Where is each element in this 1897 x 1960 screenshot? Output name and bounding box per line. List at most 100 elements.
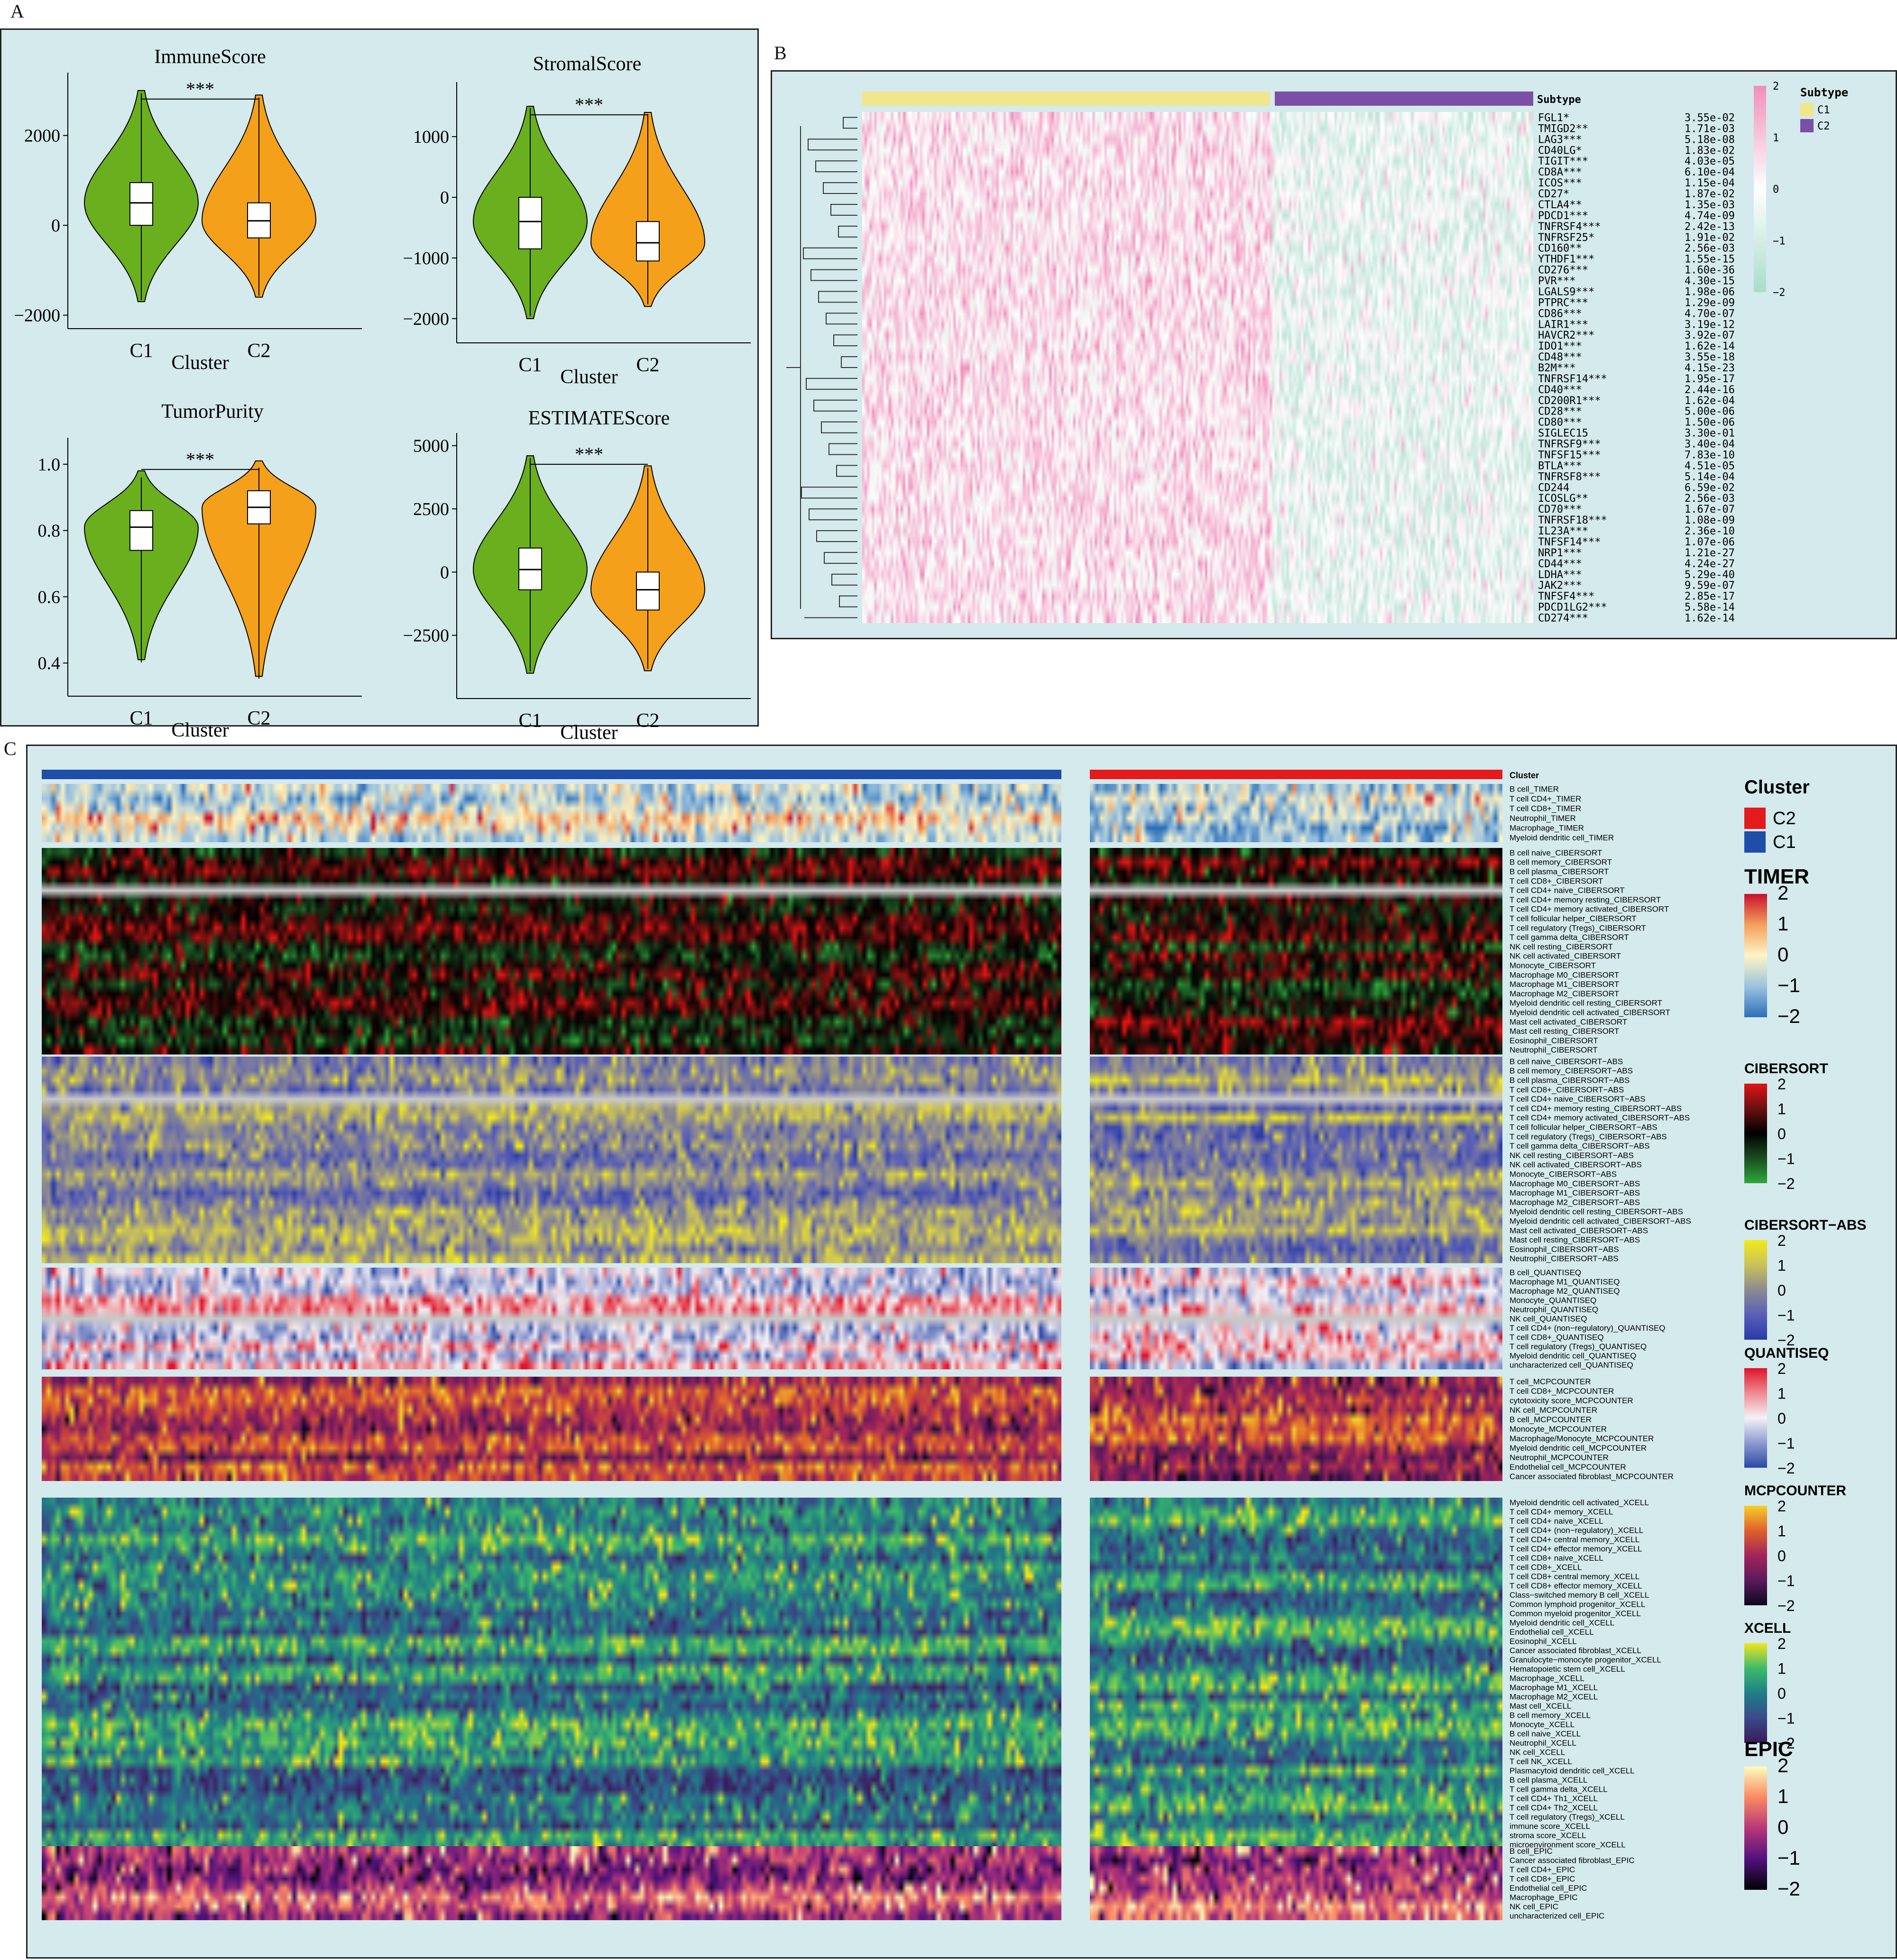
row-label: T cell CD4+ memory activated_CIBERSORT−A… (1510, 1113, 1690, 1123)
dendrogram-branch (824, 552, 857, 564)
dendrogram-branch (830, 203, 857, 216)
p-value: 2.56e-03 (1685, 493, 1735, 505)
gene-label: PDCD1*** (1538, 210, 1588, 222)
row-label: Common myeloid progenitor_XCELL (1510, 1609, 1641, 1618)
x-axis-label: Cluster (560, 722, 617, 744)
row-label: B cell naive_CIBERSORT (1510, 848, 1602, 857)
legend-title: CIBERSORT (1744, 1061, 1828, 1077)
row-label: Eosinophil_CIBERSORT (1510, 1036, 1598, 1045)
violin-title: ESTIMATEScore (528, 407, 670, 429)
row-label: Macrophage M2_QUANTISEQ (1510, 1287, 1620, 1296)
color-scale-bar (1744, 1084, 1767, 1183)
p-value: 4.51e-05 (1685, 460, 1735, 472)
row-label: NK cell resting_CIBERSORT (1510, 942, 1613, 951)
x-tick-label: C2 (247, 708, 270, 729)
heatmap-cells-c2 (1090, 1057, 1502, 1263)
gene-label: IL23A*** (1538, 525, 1588, 537)
p-value: 5.14e-04 (1685, 471, 1735, 483)
row-label: B cell naive_CIBERSORT−ABS (1510, 1057, 1623, 1066)
heatmap-cells-c2 (1090, 1268, 1502, 1370)
row-label: Endothelial cell_EPIC (1510, 1884, 1587, 1893)
color-tick: 0 (1777, 943, 1788, 966)
row-label: Monocyte_MCPCOUNTER (1510, 1425, 1607, 1434)
gene-label: CD200R1*** (1538, 395, 1601, 407)
p-value: 5.18e-08 (1685, 134, 1735, 146)
gene-label: BTLA*** (1538, 460, 1582, 472)
row-label: B cell memory_CIBERSORT (1510, 858, 1612, 867)
x-tick-label: C2 (247, 340, 270, 362)
legend-label: C1 (1817, 104, 1830, 116)
row-label: Monocyte_XCELL (1510, 1720, 1575, 1729)
gene-label: CTLA4** (1538, 199, 1582, 211)
row-label: Macrophage/Monocyte_MCPCOUNTER (1510, 1434, 1654, 1443)
row-label: cytotoxicity score_MCPCOUNTER (1510, 1396, 1633, 1405)
row-label: Macrophage M2_CIBERSORT (1510, 989, 1619, 998)
gene-label: TNFRSF9*** (1538, 439, 1601, 451)
color-tick: 2 (1777, 1360, 1786, 1377)
color-tick: 0 (1777, 1125, 1786, 1142)
gene-label: PDCD1LG2*** (1538, 602, 1607, 614)
dendrogram-branch (838, 225, 857, 238)
row-label: Myeloid dendritic cell resting_CIBERSORT… (1510, 1207, 1683, 1216)
dendrogram-trunk (786, 126, 801, 609)
box (636, 571, 660, 611)
violin-c2 (202, 94, 316, 298)
gene-label: ICOSLG** (1538, 493, 1588, 505)
p-value: 1.98e-06 (1685, 286, 1735, 298)
gene-label: TNFSF4*** (1538, 591, 1594, 603)
color-tick: −1 (1773, 235, 1786, 247)
dendrogram-branch (806, 377, 857, 390)
row-label: T cell CD4+ naive_XCELL (1510, 1517, 1603, 1526)
color-tick: −2 (1777, 1460, 1795, 1477)
p-value: 3.92e-07 (1685, 330, 1735, 341)
row-label: Myeloid dendritic cell_QUANTISEQ (1510, 1351, 1636, 1360)
row-label: T cell follicular helper_CIBERSORT−ABS (1510, 1123, 1658, 1132)
color-tick: 0 (1773, 184, 1779, 196)
x-tick-label: C2 (636, 354, 659, 376)
color-tick: 0 (1777, 1410, 1786, 1427)
color-scale-bar (1744, 1506, 1767, 1605)
row-label: Hematopoietic stem cell_XCELL (1510, 1665, 1625, 1674)
x-tick-label: C2 (636, 710, 659, 732)
p-value: 7.83e-10 (1685, 449, 1735, 461)
gene-label: HAVCR2*** (1538, 330, 1594, 341)
row-label: Macrophage M1_QUANTISEQ (1510, 1277, 1620, 1286)
row-label: Endothelial cell_MCPCOUNTER (1510, 1463, 1626, 1472)
row-label: T cell follicular helper_CIBERSORT (1510, 914, 1637, 923)
row-label: B cell_MCPCOUNTER (1510, 1415, 1592, 1424)
row-label: immune score_XCELL (1510, 1822, 1590, 1831)
row-label: Cancer associated fibroblast_XCELL (1510, 1646, 1641, 1655)
row-label: T cell CD4+ memory resting_CIBERSORT−ABS (1510, 1104, 1682, 1113)
row-label: NK cell activated_CIBERSORT−ABS (1510, 1160, 1642, 1169)
p-value: 1.91e-02 (1685, 232, 1735, 244)
color-tick: −2 (1777, 1597, 1795, 1614)
significance-label: *** (186, 78, 214, 100)
violin-panel-4: ESTIMATEScore 5000 2500 0 −2500 C1 C2 Cluster **… (403, 407, 751, 744)
color-tick: 1 (1777, 1101, 1786, 1118)
dendrogram-branch (813, 399, 857, 412)
y-tick-label: 0.6 (38, 587, 61, 607)
y-tick-label: 0.4 (38, 653, 61, 673)
row-label: T cell CD8+_CIBERSORT (1510, 876, 1603, 885)
row-label: Mast cell resting_CIBERSORT−ABS (1510, 1235, 1640, 1244)
color-tick: 2 (1777, 1635, 1786, 1652)
row-label: T cell CD8+_TIMER (1510, 804, 1581, 813)
row-label: T cell CD8+_CIBERSORT−ABS (1510, 1085, 1624, 1094)
color-tick: −1 (1777, 1710, 1795, 1727)
color-tick: −1 (1777, 1847, 1800, 1869)
gene-label: ICOS*** (1538, 177, 1582, 189)
row-label: Common lymphoid progenitor_XCELL (1510, 1600, 1645, 1609)
p-value: 5.00e-06 (1685, 406, 1735, 418)
dendrogram-branch (815, 160, 857, 173)
violin-title: ImmuneScore (154, 46, 266, 68)
box (129, 510, 153, 551)
color-tick: 1 (1777, 1785, 1788, 1807)
dendrogram-branch (836, 465, 857, 477)
gene-label: CD8A*** (1538, 166, 1582, 178)
gene-label: TNFRSF18*** (1538, 515, 1607, 526)
gene-label: TIGIT*** (1538, 156, 1588, 167)
p-value: 1.67e-07 (1685, 504, 1735, 515)
